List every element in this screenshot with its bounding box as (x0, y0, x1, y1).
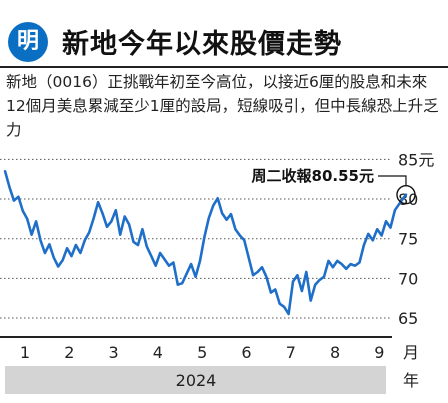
y-tick-label: 70 (398, 269, 418, 288)
x-tick-label: 6 (241, 343, 251, 362)
callout-label: 周二收報80.55元 (252, 167, 374, 185)
last-price-callout: 周二收報80.55元 (252, 167, 416, 205)
x-tick-label: 7 (286, 343, 296, 362)
y-tick-label: 75 (398, 230, 418, 249)
publisher-logo: 明 (8, 22, 48, 62)
year-unit-label: 年 (403, 371, 419, 390)
title-divider (0, 66, 448, 68)
x-tick-label: 3 (109, 343, 119, 362)
chart-description: 新地（0016）正挑戰年初至今高位，以接近6厘的股息和未來12個月美息累減至少1… (6, 73, 439, 139)
y-tick-label: 80 (398, 190, 418, 209)
year-bar (5, 366, 386, 394)
price-series-line (3, 170, 408, 316)
callout-leader-line (377, 175, 407, 186)
x-tick-label: 2 (64, 343, 74, 362)
header: 明 新地今年以來股價走勢 (0, 0, 448, 62)
y-tick-label: 65 (398, 309, 418, 328)
x-tick-label: 4 (153, 343, 163, 362)
x-tick-label: 9 (374, 343, 384, 362)
year-label: 2024 (176, 371, 217, 390)
gridlines (0, 158, 392, 319)
y-axis-ticks: 85元 80 75 70 65 (398, 150, 434, 328)
x-axis-line (0, 336, 392, 338)
x-tick-label: 5 (197, 343, 207, 362)
x-tick-label: 1 (20, 343, 30, 362)
x-tick-label: 8 (330, 343, 340, 362)
x-axis-ticks: 1 2 3 4 5 6 7 8 9 (20, 343, 385, 362)
page-title: 新地今年以來股價走勢 (62, 29, 342, 60)
x-axis-unit-label: 月 (403, 343, 419, 362)
y-tick-label: 85元 (398, 150, 434, 169)
